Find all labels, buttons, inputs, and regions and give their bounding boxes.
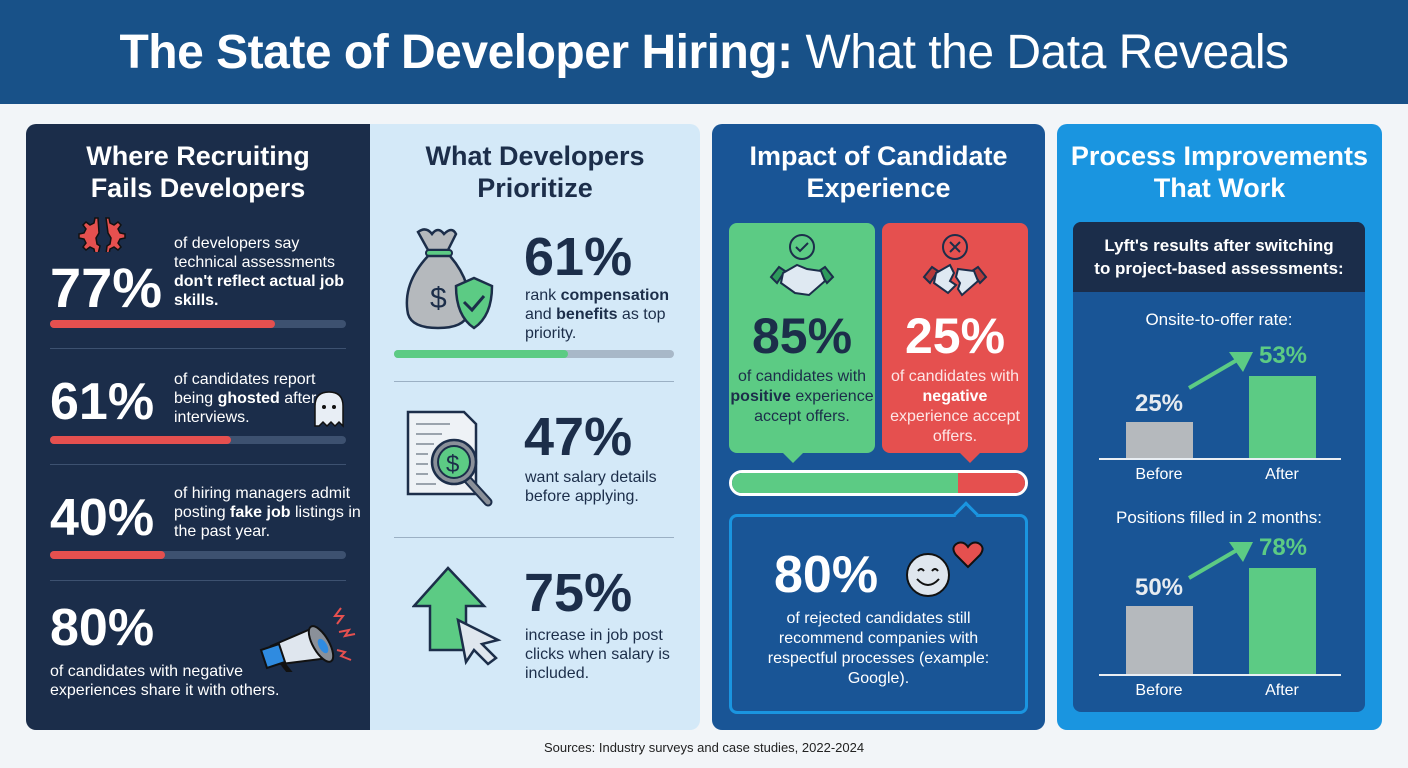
x-axis	[1099, 458, 1341, 460]
trend-arrow-icon	[1187, 352, 1253, 390]
title-line: That Work	[1153, 173, 1286, 203]
stat-description: of candidates with negative experience a…	[890, 368, 1020, 445]
megaphone-icon	[259, 607, 356, 672]
stat-description: of candidates with negative experiences …	[50, 663, 280, 699]
split-bar-positive	[732, 473, 958, 493]
divider	[394, 381, 674, 382]
panel-title: Where Recruiting Fails Developers	[26, 140, 370, 204]
header-banner: The State of Developer Hiring: What the …	[0, 0, 1408, 104]
lyft-results-box: Lyft's results after switching to project…	[1073, 222, 1365, 712]
lyft-results-header: Lyft's results after switching to project…	[1073, 222, 1365, 292]
bar-after	[1249, 568, 1316, 675]
progress-track	[394, 350, 674, 358]
progress-track	[50, 320, 346, 328]
panel-process-improvements: Process Improvements That Work Lyft's res…	[1057, 124, 1382, 730]
chart-title: Onsite-to-offer rate:	[1145, 310, 1293, 329]
stat-description: of candidates report being ghosted after…	[174, 371, 317, 426]
money-bag-shield-icon: $	[405, 228, 494, 330]
broken-gear-icon	[78, 217, 126, 252]
x-label: After	[1265, 466, 1299, 483]
callout-pointer	[960, 453, 980, 463]
bar-label: 53%	[1258, 342, 1308, 369]
stat-value: 75%	[524, 563, 633, 623]
progress-fill	[50, 551, 166, 559]
panel-developer-priorities: What Developers Prioritize $ 61% rank com…	[370, 124, 700, 730]
divider	[50, 348, 346, 349]
stat-description: of developers say technical assessments …	[174, 235, 345, 309]
divider	[50, 464, 346, 465]
panel-title: Impact of Candidate Experience	[712, 140, 1045, 204]
trend-arrow-icon	[1187, 542, 1253, 580]
split-bar	[729, 470, 1028, 496]
stat-description: of candidates with positive experience a…	[730, 368, 874, 425]
title-line: Experience	[806, 173, 951, 203]
stat-description: of rejected candidates still recommend c…	[767, 610, 990, 687]
recommend-box: 80% of rejected candidates still recomme…	[729, 501, 1028, 714]
divider	[394, 537, 674, 538]
x-label: Before	[1135, 466, 1183, 483]
split-bar-negative	[957, 473, 1025, 493]
stat-value: 40%	[50, 489, 155, 547]
ghost-icon	[314, 391, 344, 428]
panel-recruiting-fails: Where Recruiting Fails Developers 77% of …	[26, 124, 370, 730]
document-magnifier-dollar-icon: $	[406, 410, 493, 507]
stat-value: 85%	[751, 308, 853, 364]
bar-label: 25%	[1134, 390, 1184, 417]
progress-fill	[50, 436, 231, 444]
progress-track	[50, 551, 346, 559]
title-line: Prioritize	[477, 173, 593, 203]
title-light: What the Data Reveals	[805, 25, 1289, 79]
broken-handshake-x-icon	[922, 234, 988, 297]
title-line: Where Recruiting	[86, 141, 310, 171]
stat-description: rank compensation and benefits as top pr…	[525, 287, 670, 342]
bar-label: 50%	[1134, 574, 1184, 601]
x-axis	[1099, 674, 1341, 676]
progress-fill	[394, 350, 568, 358]
page-title: The State of Developer Hiring: What the …	[119, 25, 1289, 80]
callout-pointer	[953, 501, 979, 527]
stat-value: 80%	[50, 599, 155, 657]
smiley-heart-icon	[906, 541, 984, 597]
svg-text:$: $	[430, 282, 447, 315]
title-line: Process Improvements	[1070, 141, 1369, 171]
svg-text:$: $	[446, 451, 459, 478]
stat-value: 61%	[50, 373, 155, 431]
handshake-check-icon	[769, 234, 835, 297]
chart-title: Positions filled in 2 months:	[1116, 508, 1322, 527]
divider	[50, 580, 346, 581]
progress-track	[50, 436, 346, 444]
stat-value: 80%	[774, 546, 879, 604]
stat-value: 61%	[524, 227, 633, 287]
title-bold: The State of Developer Hiring:	[119, 25, 793, 79]
stat-description: want salary details before applying.	[525, 469, 657, 505]
panel-title: Process Improvements That Work	[1057, 140, 1382, 204]
bar-after	[1249, 376, 1316, 459]
negative-experience-card: 25% of candidates with negative experien…	[882, 223, 1028, 463]
title-line: Fails Developers	[90, 173, 306, 203]
stat-value: 25%	[904, 308, 1006, 364]
panel-title: What Developers Prioritize	[370, 140, 700, 204]
x-label: Before	[1135, 682, 1183, 699]
bar-label: 78%	[1258, 534, 1308, 561]
stat-value: 47%	[524, 407, 633, 467]
callout-pointer	[783, 453, 803, 463]
sources-footnote: Sources: Industry surveys and case studi…	[543, 740, 865, 755]
progress-fill	[50, 320, 275, 328]
stat-value: 77%	[50, 256, 163, 319]
title-line: Impact of Candidate	[749, 141, 1008, 171]
bar-before	[1126, 422, 1193, 459]
stat-description: of hiring managers admit posting fake jo…	[174, 485, 361, 540]
arrow-up-cursor-icon	[412, 566, 502, 666]
panel-candidate-experience: Impact of Candidate Experience 85% of can…	[712, 124, 1045, 730]
bar-before	[1126, 606, 1193, 675]
x-label: After	[1265, 682, 1299, 699]
positive-experience-card: 85% of candidates with positive experien…	[729, 223, 875, 463]
stat-description: increase in job post clicks when salary …	[525, 627, 670, 682]
title-line: What Developers	[425, 141, 645, 171]
